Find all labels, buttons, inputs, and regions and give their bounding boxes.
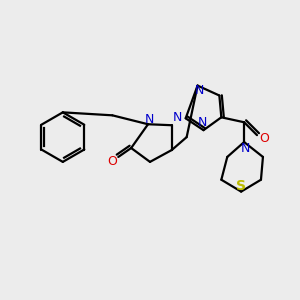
Text: N: N: [173, 111, 182, 124]
Text: O: O: [107, 155, 117, 168]
Text: N: N: [144, 113, 154, 126]
Text: N: N: [240, 142, 250, 154]
Text: N: N: [195, 84, 204, 97]
Text: S: S: [236, 179, 246, 193]
Text: N: N: [198, 116, 207, 129]
Text: O: O: [259, 132, 269, 145]
